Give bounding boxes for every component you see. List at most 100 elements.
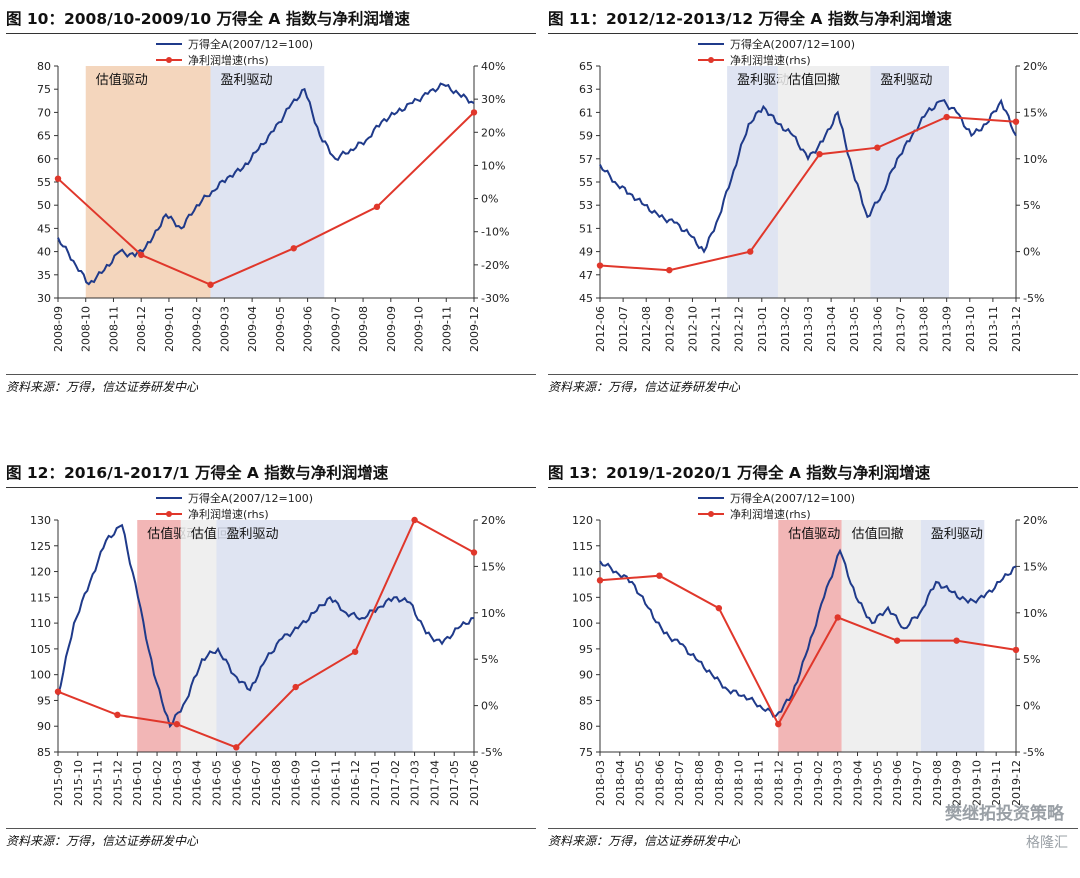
growth-point [656, 572, 663, 579]
growth-point [596, 262, 604, 269]
x-tick-label: 2012-09 [663, 306, 676, 352]
chart-svg: 估值驱动 盈利驱动 30 35 40 45 50 55 60 65 70 75 80 -30% -20% -1… [37, 37, 509, 352]
x-tick-label: 2019-03 [832, 760, 845, 806]
growth-point [747, 248, 754, 255]
growth-point [114, 711, 121, 719]
growth-point [874, 144, 881, 151]
x-tick-label: 2016-06 [230, 760, 243, 806]
x-tick-label: 2013-09 [941, 306, 954, 352]
left-tick-label: 95 [579, 643, 593, 656]
x-tick-label: 2019-07 [911, 760, 924, 806]
region-band [727, 66, 778, 298]
x-tick-label: 2017-04 [428, 760, 441, 806]
legend-marker-growth [166, 57, 172, 63]
index-series-line [57, 523, 475, 729]
x-tick-label: 2013-04 [825, 306, 838, 352]
left-tick-label: 47 [579, 269, 593, 282]
x-tick-label: 2018-12 [772, 760, 785, 806]
x-tick-label: 2013-03 [802, 306, 815, 352]
growth-point [893, 637, 901, 644]
right-tick-label: 10% [1023, 607, 1047, 620]
chart-title: 图 12：2016/1-2017/1 万得全 A 指数与净利润增速 [6, 464, 389, 482]
x-tick-label: 2019-12 [1010, 760, 1023, 806]
left-tick-label: 80 [579, 720, 593, 733]
x-tick-label: 2009-01 [163, 306, 176, 352]
right-tick-label: 5% [1023, 653, 1040, 666]
region-label: 估值驱动 [96, 72, 148, 88]
legend-marker-growth [708, 57, 714, 63]
region-band [216, 520, 413, 752]
x-tick-label: 2019-01 [792, 760, 805, 806]
x-tick-label: 2019-10 [970, 760, 983, 806]
region-label: 估值驱动 [788, 526, 840, 542]
right-tick-label: -10% [481, 226, 509, 239]
right-tick-label: -5% [481, 746, 502, 759]
x-tick-label: 2013-12 [1010, 306, 1023, 352]
chart-panel-fig13: 图 13：2019/1-2020/1 万得全 A 指数与净利润增速 估值驱动 估值… [548, 458, 1078, 878]
chart-svg: 估值驱动 估值回撤 盈利驱动 75 80 85 90 95 100 105 110 115 120 -5%… [572, 491, 1047, 806]
index-series-line [599, 98, 1017, 254]
x-tick-label: 2016-12 [349, 760, 362, 806]
left-tick-label: 35 [37, 269, 51, 282]
right-tick-label: -5% [1023, 292, 1044, 305]
x-tick-label: 2017-03 [409, 760, 422, 806]
left-tick-label: 110 [572, 566, 593, 579]
source-rule [548, 828, 1078, 829]
x-tick-label: 2016-10 [310, 760, 323, 806]
chart-svg: 估值驱动估值回撤盈利驱动859095100105110115120125130-… [30, 491, 505, 806]
growth-series-line [599, 574, 1017, 727]
chart-source: 资料来源：万得，信达证券研发中心 [6, 380, 199, 394]
growth-point [173, 720, 181, 728]
x-tick-label: 2009-10 [413, 306, 426, 352]
x-tick-label: 2008-11 [107, 306, 120, 352]
region-band [870, 66, 949, 298]
x-tick-label: 2019-06 [891, 760, 904, 806]
right-tick-label: -5% [1023, 746, 1044, 759]
x-tick-label: 2016-07 [250, 760, 263, 806]
chart-panel-fig11: 图 11：2012/12-2013/12 万得全 A 指数与净利润增速 盈利驱动… [548, 4, 1078, 424]
x-tick-label: 2016-04 [191, 760, 204, 806]
x-tick-label: 2009-07 [329, 306, 342, 352]
x-tick-label: 2009-03 [218, 306, 231, 352]
x-tick-label: 2009-05 [274, 306, 287, 352]
growth-series-line [57, 111, 475, 286]
growth-point [54, 175, 62, 182]
left-tick-label: 90 [37, 720, 51, 733]
x-tick-label: 2008-10 [80, 306, 93, 352]
growth-point [290, 245, 297, 252]
right-tick-label: 10% [481, 607, 505, 620]
chart-title: 图 10：2008/10-2009/10 万得全 A 指数与净利润增速 [6, 10, 410, 28]
x-tick-label: 2012-11 [710, 306, 723, 352]
left-tick-label: 55 [37, 176, 51, 189]
left-tick-label: 49 [579, 246, 593, 259]
x-tick-label: 2019-02 [812, 760, 825, 806]
chart-panel-fig10: 图 10：2008/10-2009/10 万得全 A 指数与净利润增速 估值驱动… [6, 4, 536, 424]
chart-panel-fig12: 图 12：2016/1-2017/1 万得全 A 指数与净利润增速 估值驱动估值… [6, 458, 536, 878]
x-tick-label: 2009-08 [357, 306, 370, 352]
chart-source: 资料来源：万得，信达证券研发中心 [548, 834, 741, 848]
x-tick-label: 2018-07 [673, 760, 686, 806]
right-tick-label: -20% [481, 259, 509, 272]
legend-label-index: 万得全A(2007/12=100) [188, 37, 313, 51]
right-tick-label: 0% [481, 700, 498, 713]
index-series-line [599, 548, 1017, 718]
left-tick-label: 30 [37, 292, 51, 305]
right-tick-label: 5% [1023, 199, 1040, 212]
growth-point [54, 688, 62, 695]
x-tick-label: 2018-09 [713, 760, 726, 806]
x-tick-label: 2015-12 [111, 760, 124, 806]
growth-point [470, 109, 478, 116]
x-tick-label: 2013-07 [894, 306, 907, 352]
x-tick-label: 2009-02 [191, 306, 204, 352]
left-tick-label: 63 [579, 83, 593, 96]
x-tick-label: 2019-11 [990, 760, 1003, 806]
x-tick-label: 2018-08 [693, 760, 706, 806]
legend-label-growth: 净利润增速(rhs) [730, 53, 811, 67]
left-tick-label: 105 [30, 643, 51, 656]
watermark-text: 樊继拓投资策略 [945, 804, 1064, 824]
region-label: 盈利驱动 [221, 73, 273, 88]
legend-label-index: 万得全A(2007/12=100) [188, 491, 313, 505]
right-tick-label: 10% [481, 159, 505, 172]
right-tick-label: 15% [1023, 560, 1047, 573]
